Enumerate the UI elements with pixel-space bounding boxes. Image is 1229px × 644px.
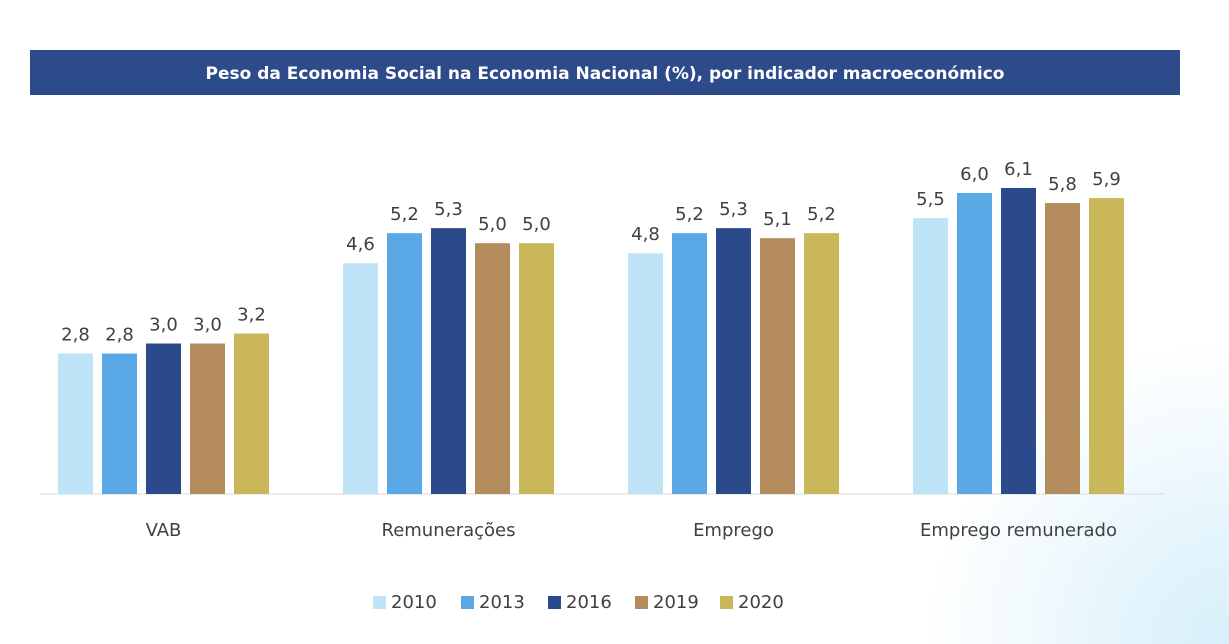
value-label: 4,8 (631, 224, 660, 245)
legend-swatch (461, 596, 474, 609)
value-label: 5,0 (478, 214, 507, 235)
bar (343, 263, 378, 494)
bar (387, 233, 422, 495)
value-label: 5,2 (390, 204, 419, 225)
bar (760, 238, 795, 494)
bar (475, 243, 510, 494)
chart-title: Peso da Economia Social na Economia Naci… (206, 64, 1005, 84)
value-label: 5,5 (916, 189, 945, 210)
category-label: VAB (146, 520, 182, 541)
value-label: 2,8 (61, 325, 90, 346)
bar (672, 233, 707, 495)
legend-label: 2010 (391, 592, 437, 613)
value-label: 2,8 (105, 325, 134, 346)
value-label: 3,2 (237, 304, 266, 325)
value-label: 5,0 (522, 214, 551, 235)
value-label: 4,6 (346, 234, 375, 255)
value-label: 6,0 (960, 164, 989, 185)
value-label: 3,0 (193, 315, 222, 336)
legend-label: 2020 (738, 592, 784, 613)
value-label: 5,8 (1048, 174, 1077, 195)
category-label: Emprego remunerado (920, 520, 1117, 541)
legend-swatch (548, 596, 561, 609)
value-label: 5,1 (763, 209, 792, 230)
legend-label: 2019 (653, 592, 699, 613)
bar (957, 193, 992, 494)
bar (1089, 198, 1124, 495)
value-label: 5,9 (1092, 169, 1121, 190)
legend-swatch (373, 596, 386, 609)
bar (1045, 203, 1080, 494)
value-label: 5,2 (675, 204, 704, 225)
bar (1001, 188, 1036, 494)
legend-label: 2016 (566, 592, 612, 613)
bar (804, 233, 839, 495)
bar (913, 218, 948, 494)
bar (58, 353, 93, 494)
bar (102, 353, 137, 494)
value-label: 3,0 (149, 315, 178, 336)
bar (431, 228, 466, 494)
bar (628, 253, 663, 494)
bar (519, 243, 554, 494)
legend-swatch (635, 596, 648, 609)
value-label: 5,3 (719, 199, 748, 220)
category-label: Emprego (693, 520, 774, 541)
value-label: 5,2 (807, 204, 836, 225)
legend-label: 2013 (479, 592, 525, 613)
bar (146, 343, 181, 494)
bar (234, 333, 269, 494)
value-label: 6,1 (1004, 159, 1033, 180)
bar (190, 343, 225, 494)
category-label: Remunerações (382, 520, 516, 541)
value-label: 5,3 (434, 199, 463, 220)
legend-swatch (720, 596, 733, 609)
title-banner (30, 50, 1180, 95)
bar (716, 228, 751, 494)
